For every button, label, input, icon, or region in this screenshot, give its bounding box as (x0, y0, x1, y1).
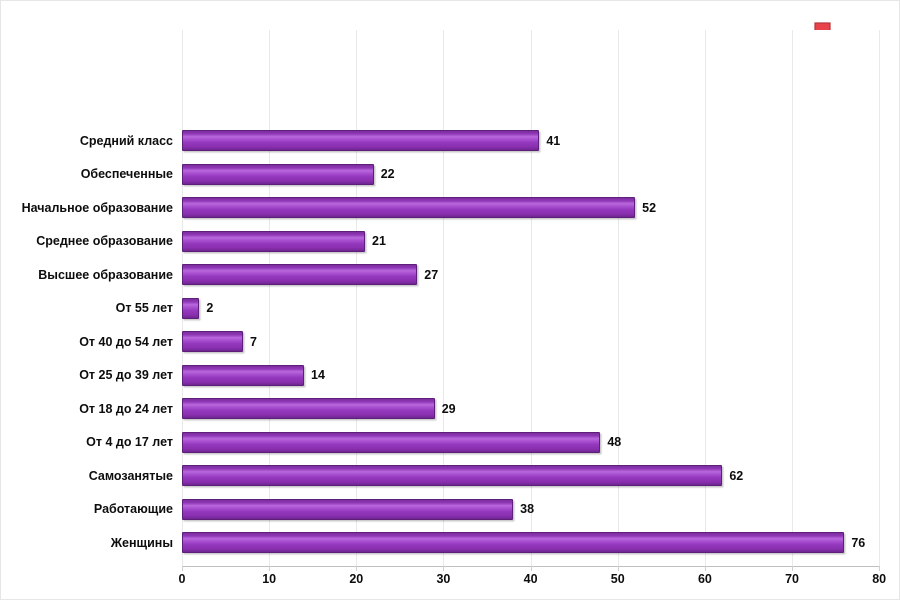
y-axis-labels: Средний класс Обеспеченные Начальное образ… (1, 1, 182, 600)
x-axis-tick-label: 40 (523, 572, 538, 586)
gridline (530, 30, 532, 566)
bar-value-label: 38 (520, 502, 535, 516)
x-axis-tickmark (617, 566, 619, 571)
x-axis-tickmark (792, 566, 794, 571)
gridline (356, 30, 358, 566)
bar-value-label: 41 (546, 133, 561, 148)
y-axis-category-label: От 25 до 39 лет (79, 368, 173, 382)
bar-value-label: 2 (206, 301, 214, 315)
x-axis-tickmark (704, 566, 706, 571)
x-axis-tickmark (356, 566, 358, 571)
bar (182, 364, 304, 386)
gridline (879, 30, 881, 566)
bar (182, 130, 540, 151)
x-axis-tick-label: 60 (697, 572, 712, 586)
x-axis-tickmark (879, 566, 881, 571)
x-axis-tick-label: 10 (262, 572, 277, 586)
bar (182, 431, 601, 453)
y-axis-category-label: Работающие (93, 502, 173, 516)
x-axis-tickmark (269, 566, 271, 571)
bar-value-label: 7 (250, 334, 257, 349)
y-axis-category-label: Начальное образование (21, 200, 173, 215)
bar (182, 331, 243, 352)
y-axis-category-label: Самозанятые (88, 468, 173, 483)
y-axis-category-label: От 4 до 17 лет (86, 435, 173, 449)
bar (182, 297, 200, 319)
bar-value-label: 52 (642, 200, 657, 215)
bar-value-label: 62 (729, 468, 744, 483)
x-axis-tick-label: 30 (436, 572, 451, 586)
y-axis-category-label: Женщины (110, 535, 173, 550)
bar (182, 465, 723, 486)
x-axis-tickmark (530, 566, 532, 571)
bar (182, 532, 845, 553)
bar-value-label: 14 (311, 368, 325, 382)
gridline (617, 30, 619, 566)
bar-value-label: 48 (607, 435, 622, 449)
y-axis-category-label: Средний класс (79, 133, 173, 148)
y-axis-category-label: Среднее образование (36, 234, 173, 248)
x-axis-tick-label: 80 (872, 572, 887, 586)
y-axis-category-label: От 40 до 54 лет (79, 334, 173, 349)
gridline (443, 30, 445, 566)
bar-value-label: 22 (380, 167, 395, 181)
bar (182, 264, 418, 285)
y-axis-category-label: От 18 до 24 лет (79, 401, 173, 416)
bar (182, 398, 435, 419)
x-axis-tick-label: 50 (610, 572, 625, 586)
bar-value-label: 29 (441, 401, 456, 416)
x-axis-tick-label: 0 (178, 572, 186, 586)
bar-value-label: 21 (372, 234, 386, 248)
bar-value-label: 76 (851, 535, 866, 550)
bar (182, 163, 374, 185)
bar (182, 498, 514, 520)
x-axis-tick-label: 20 (349, 572, 364, 586)
gridline (792, 30, 794, 566)
y-axis-category-label: От 55 лет (115, 301, 173, 315)
gridline (704, 30, 706, 566)
x-axis-tick-label: 70 (785, 572, 799, 586)
gridline (269, 30, 271, 566)
x-axis-tickmark (443, 566, 445, 571)
x-axis-tickmark (182, 566, 183, 571)
bar (182, 230, 365, 252)
y-axis-category-label: Обеспеченные (80, 167, 173, 181)
bar (182, 197, 636, 218)
bar-value-label: 27 (424, 267, 439, 282)
y-axis-category-label: Высшее образование (38, 267, 173, 282)
